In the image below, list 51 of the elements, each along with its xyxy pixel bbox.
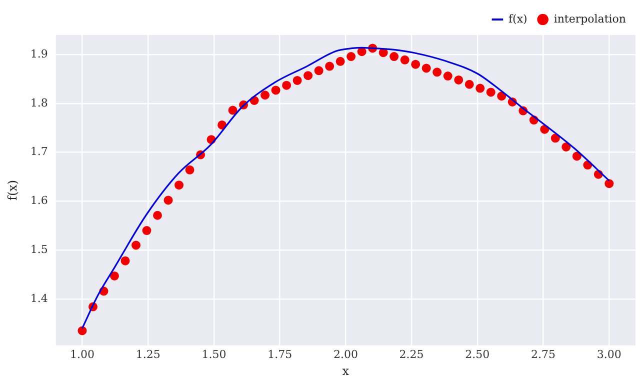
x-tick-label: 3.00 [596,348,622,361]
point [562,142,571,152]
point [282,80,292,90]
point [422,64,431,73]
y-tick-label: 1.6 [30,194,48,208]
point [336,56,345,66]
point [400,55,410,64]
y-tick-label: 1.9 [30,47,48,60]
point [325,62,334,71]
point [153,210,162,220]
x-tick-label: 2.75 [531,348,556,361]
point [110,271,119,280]
point [292,76,302,85]
point [454,75,464,84]
y-tick-label: 1.7 [30,145,48,158]
y-tick-label: 1.8 [30,96,48,110]
point [572,152,582,161]
x-tick-label: 2.00 [333,348,358,361]
legend-label: f(x) [508,12,528,26]
point [390,52,399,62]
point [260,90,270,100]
x-tick-label: 1.75 [268,348,292,361]
x-tick-label: 1.50 [202,348,226,361]
point [271,86,280,95]
x-tick-label: 2.50 [465,348,490,361]
y-tick-label: 1.4 [30,292,48,305]
y-axis-title: f(x) [5,180,20,200]
point [132,240,141,250]
point [314,66,324,76]
point [164,196,173,205]
point [604,179,614,188]
point [304,71,313,80]
x-tick-label: 1.00 [70,348,94,361]
point [78,326,87,336]
point [443,72,452,81]
x-tick-label: 2.25 [399,348,424,361]
point [228,106,238,115]
x-axis-title: x [342,364,350,378]
x-tick-label: 1.25 [136,348,160,361]
y-tick-label: 1.5 [30,242,48,256]
point [142,226,152,236]
legend-label: interpolation [554,12,626,26]
point [346,52,356,62]
point [476,84,485,93]
point [411,60,420,69]
point [464,80,474,89]
point [486,88,496,97]
point [432,68,442,77]
point [120,256,130,266]
point [174,180,184,190]
point [185,165,194,174]
